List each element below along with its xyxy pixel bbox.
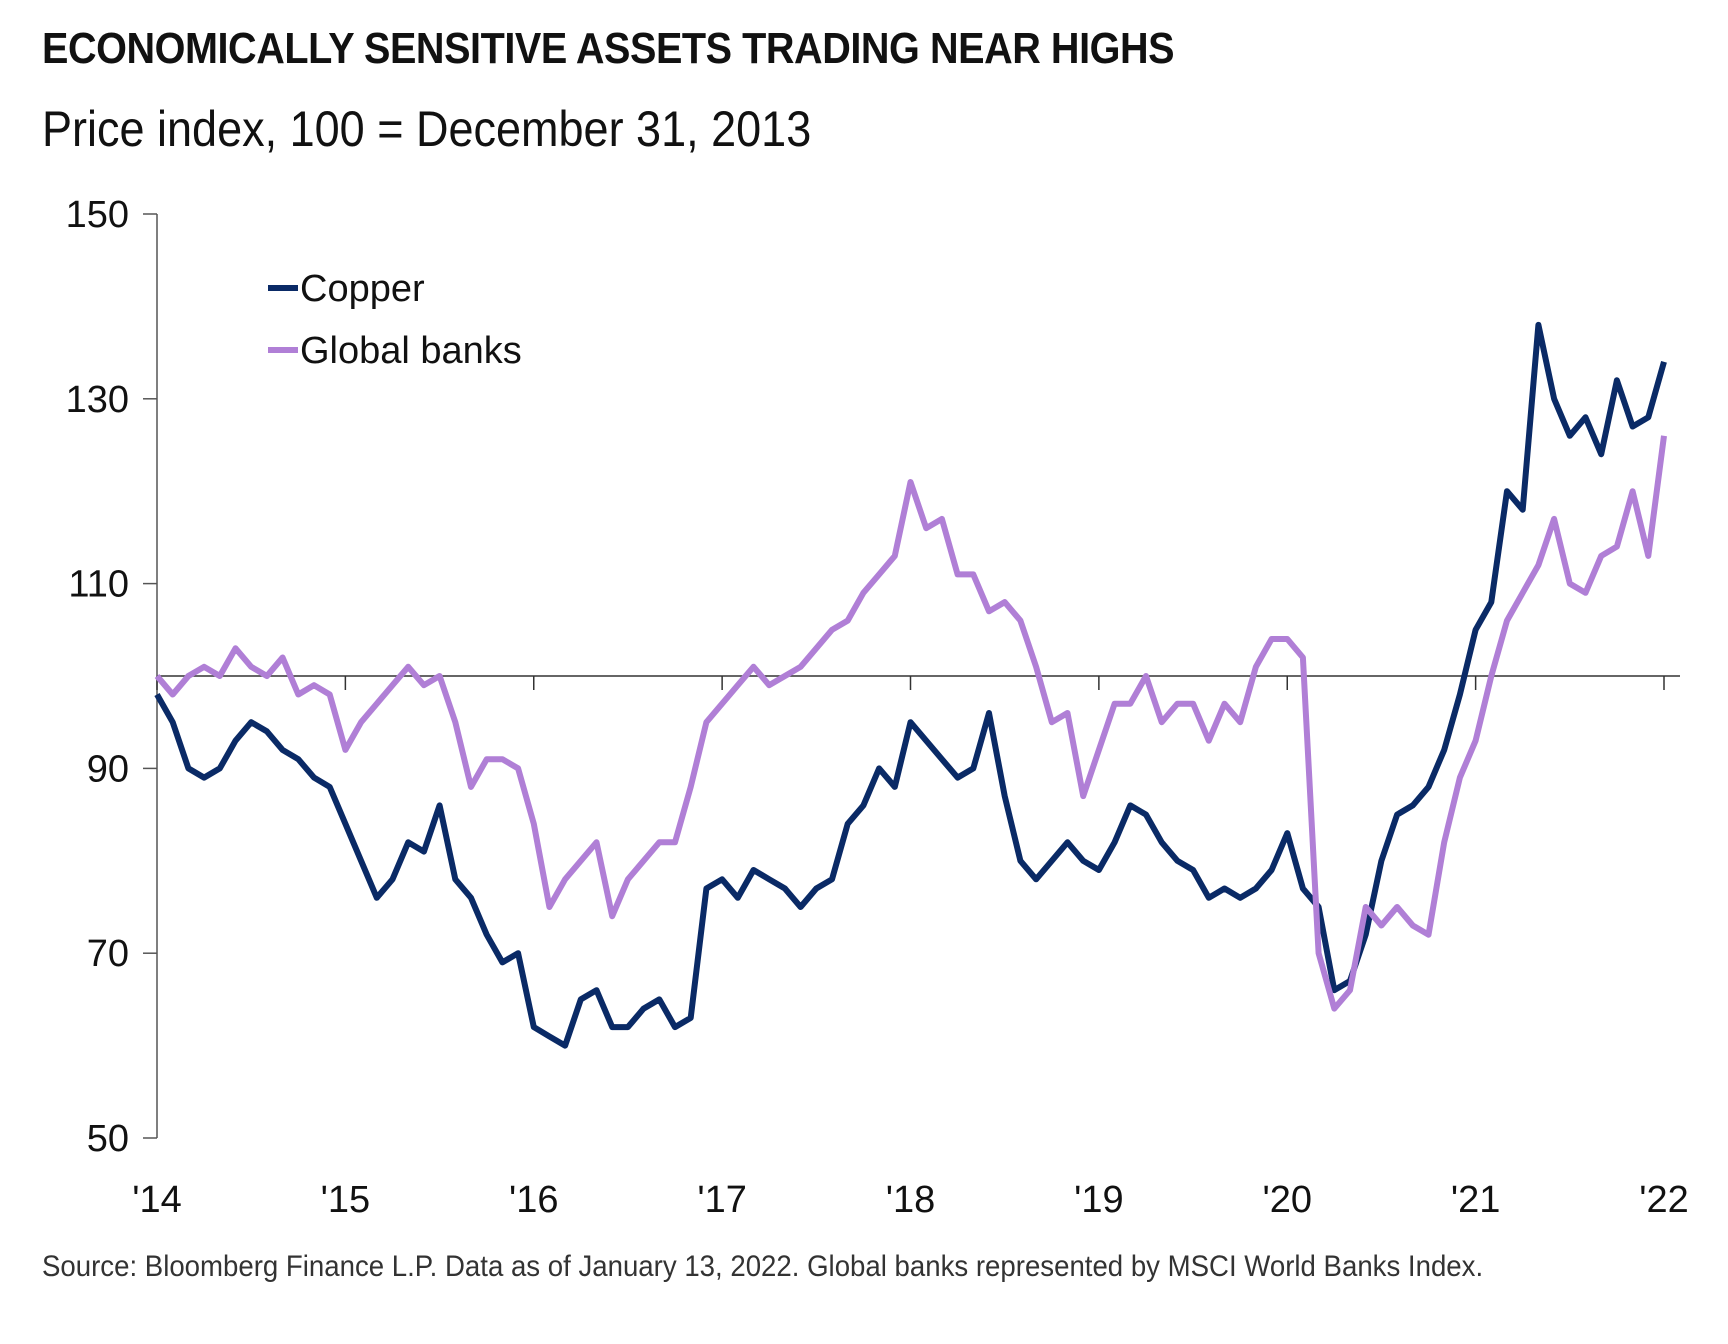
x-tick-label: '20 [1262,1179,1312,1221]
x-tick-label: '14 [132,1179,182,1221]
x-tick-label: '18 [886,1179,936,1221]
x-tick-label: '22 [1639,1179,1689,1221]
y-tick-label: 50 [87,1118,129,1160]
legend: Copper Global banks [268,268,522,372]
y-tick-label: 150 [66,194,129,236]
legend-label-global-banks: Global banks [300,330,522,372]
axes: 50 70 90 110 130 150 '14 '15 '16 '17 '18 '19 '20 '21 '… [66,194,1689,1221]
chart-title: ECONOMICALLY SENSITIVE ASSETS TRADING NE… [42,24,1175,73]
y-tick-label: 110 [68,564,129,606]
y-tick-label: 130 [66,379,129,421]
x-tick-label: '16 [509,1179,559,1221]
x-tick-label: '19 [1074,1179,1124,1221]
series-lines [154,321,1667,1049]
x-tick-label: '15 [321,1179,371,1221]
y-tick-label: 90 [87,748,129,790]
y-tick-label: 70 [87,933,129,975]
x-tick-label: '17 [697,1179,747,1221]
series-line-global-banks [154,435,1667,1012]
chart-subtitle: Price index, 100 = December 31, 2013 [42,101,812,157]
series-line-copper [154,321,1667,1049]
legend-label-copper: Copper [300,268,425,310]
source-note: Source: Bloomberg Finance L.P. Data as o… [42,1250,1484,1283]
x-tick-label: '21 [1451,1179,1501,1221]
